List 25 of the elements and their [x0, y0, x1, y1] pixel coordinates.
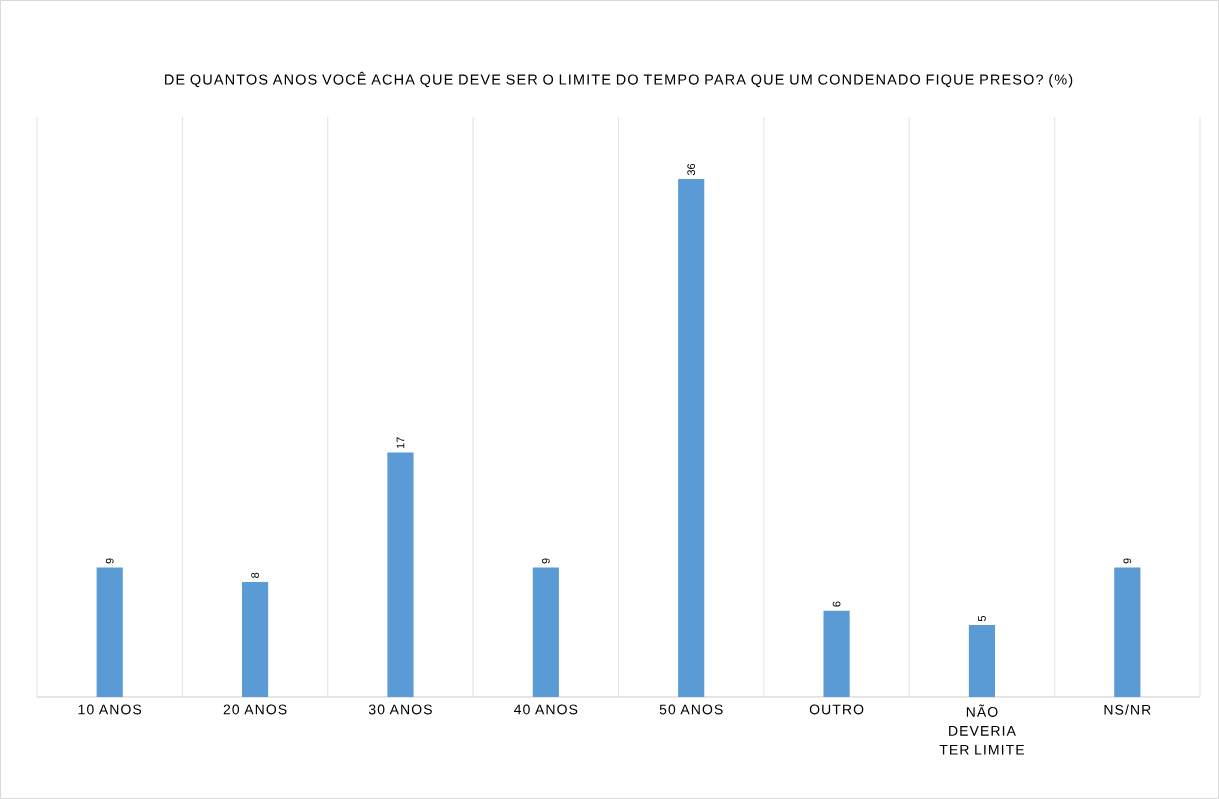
data-label: 9	[105, 558, 114, 564]
bar	[387, 452, 414, 697]
bar	[678, 179, 705, 697]
x-tick-label: 50 ANOS	[659, 704, 723, 715]
x-tick-label: 20 ANOS	[223, 704, 287, 715]
bar	[968, 625, 996, 697]
x-tick-label: NS/NR	[1104, 704, 1151, 715]
data-label: 17	[396, 437, 405, 449]
bar	[96, 567, 123, 697]
x-tick-label: OUTRO	[809, 704, 864, 715]
chart-title: DE QUANTOS ANOS VOCÊ ACHA QUE DEVE SER O LIMITE DO TEMPO PARA QUE UM CONDENADO FIQUE PRESO? (%)	[165, 71, 1073, 88]
data-label: 9	[1123, 558, 1132, 564]
data-label: 36	[687, 163, 696, 176]
bar	[241, 581, 269, 697]
bar	[532, 567, 559, 697]
data-label: 8	[251, 572, 259, 578]
data-label: 9	[541, 558, 550, 564]
bar	[823, 610, 850, 697]
x-tick-label: NÃO DEVERIA TER LIMITE	[939, 704, 1024, 755]
data-label: 5	[978, 615, 986, 622]
x-tick-label: 30 ANOS	[368, 704, 432, 715]
x-tick-label: 10 ANOS	[78, 704, 142, 715]
data-label: 6	[832, 601, 841, 607]
x-tick-label: 40 ANOS	[514, 704, 578, 715]
bar	[1114, 567, 1141, 697]
